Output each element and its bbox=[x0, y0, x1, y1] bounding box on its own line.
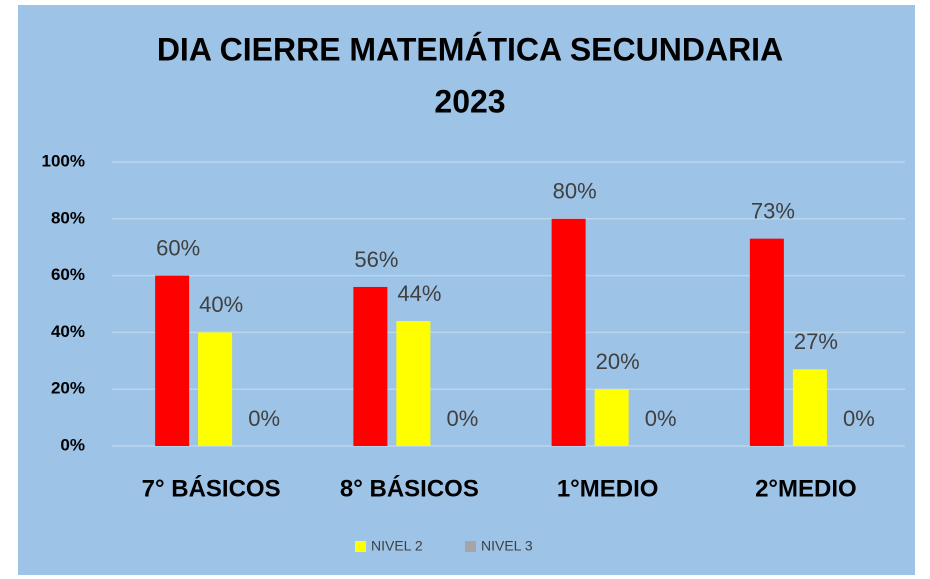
data-label: 20% bbox=[596, 349, 640, 374]
x-tick-label: 1°MEDIO bbox=[557, 475, 659, 502]
legend-label: NIVEL 2 bbox=[371, 538, 423, 554]
y-tick-label: 40% bbox=[51, 322, 85, 341]
data-label: 0% bbox=[843, 406, 875, 431]
x-tick-label: 2°MEDIO bbox=[755, 475, 857, 502]
bar bbox=[396, 321, 431, 446]
data-label: 40% bbox=[199, 292, 243, 317]
data-label: 60% bbox=[156, 235, 200, 260]
bar bbox=[551, 218, 586, 446]
data-label: 56% bbox=[354, 247, 398, 272]
x-tick-label: 8° BÁSICOS bbox=[340, 474, 479, 502]
data-label: 73% bbox=[751, 198, 795, 223]
y-tick-label: 80% bbox=[51, 208, 85, 227]
legend-swatch bbox=[355, 541, 366, 552]
data-label: 27% bbox=[794, 329, 838, 354]
data-label: 0% bbox=[248, 406, 280, 431]
data-label: 0% bbox=[446, 406, 478, 431]
bar bbox=[749, 238, 784, 446]
x-tick-label: 7° BÁSICOS bbox=[142, 474, 281, 502]
y-tick-label: 20% bbox=[51, 379, 85, 398]
data-label: 80% bbox=[553, 179, 597, 204]
bar bbox=[353, 286, 388, 446]
bar bbox=[792, 369, 827, 446]
chart-title: 2023 bbox=[434, 83, 505, 119]
legend-swatch bbox=[465, 541, 476, 552]
chart-title: DIA CIERRE MATEMÁTICA SECUNDARIA bbox=[157, 31, 783, 67]
y-tick-label: 100% bbox=[42, 151, 85, 170]
bar bbox=[594, 389, 629, 446]
data-label: 0% bbox=[645, 406, 677, 431]
data-label: 44% bbox=[397, 281, 441, 306]
y-tick-label: 0% bbox=[60, 435, 85, 454]
bar bbox=[198, 332, 233, 446]
legend-label: NIVEL 3 bbox=[481, 538, 533, 554]
bar bbox=[155, 275, 190, 446]
y-tick-label: 60% bbox=[51, 265, 85, 284]
